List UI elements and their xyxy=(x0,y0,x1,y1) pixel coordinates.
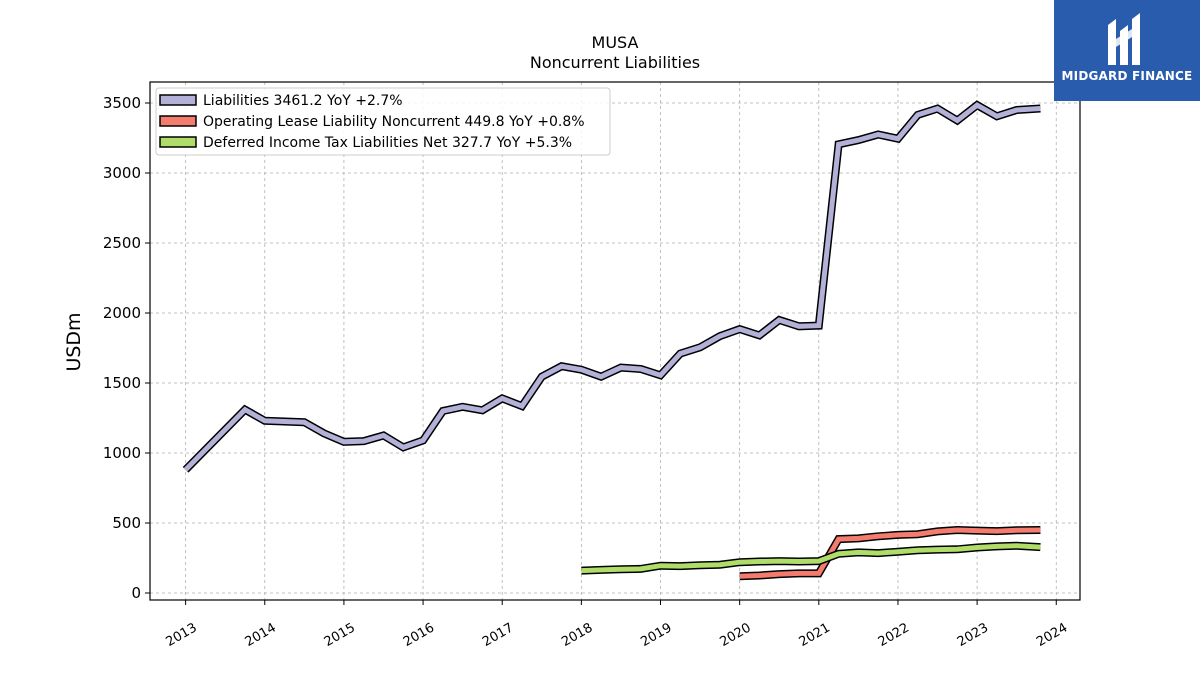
logo-text: MIDGARD FINANCE xyxy=(1061,69,1193,83)
legend: Liabilities 3461.2 YoY +2.7% Operating Le… xyxy=(155,87,611,156)
y-tick-label: 1500 xyxy=(103,374,141,392)
grid xyxy=(150,82,1080,600)
x-tick-label: 2013 xyxy=(163,620,199,650)
legend-entry-label: Operating Lease Liability Noncurrent 449… xyxy=(203,114,585,130)
x-tick-label: 2015 xyxy=(322,620,358,650)
legend-box xyxy=(155,87,611,156)
y-tick-label: 0 xyxy=(131,584,141,602)
x-tick-label: 2017 xyxy=(480,620,516,650)
series-line-2 xyxy=(581,543,1041,574)
legend-swatch xyxy=(159,136,197,148)
midgard-m-logo-icon xyxy=(1108,13,1140,65)
legend-entry-label: Liabilities 3461.2 YoY +2.7% xyxy=(203,93,403,109)
legend-swatch xyxy=(159,94,197,106)
y-tick-label: 3000 xyxy=(103,164,141,182)
x-tick-label: 2023 xyxy=(955,620,991,650)
y-axis-label: USDm xyxy=(63,312,85,371)
y-tick-label: 1000 xyxy=(103,444,141,462)
series-outline-0 xyxy=(182,100,1041,473)
x-tick-label: 2020 xyxy=(717,620,753,650)
logo: MIDGARD FINANCE xyxy=(1054,0,1200,101)
x-tick-label: 2024 xyxy=(1034,620,1070,650)
x-tick-label: 2022 xyxy=(876,620,912,650)
series-line-1 xyxy=(739,527,1041,579)
x-tick-label: 2016 xyxy=(401,620,437,650)
x-tick-label: 2018 xyxy=(559,620,595,650)
y-tick-label: 3500 xyxy=(103,94,141,112)
y-axis: 0 500 1000 1500 2000 2500 3000 3500 xyxy=(103,94,150,602)
x-tick-label: 2019 xyxy=(638,620,674,650)
x-axis: 2013 2014 2015 2016 2017 2018 2019 2020 2021 2022… xyxy=(163,600,1070,650)
chart-subtitle: Noncurrent Liabilities xyxy=(530,53,700,72)
x-tick-label: 2021 xyxy=(797,620,833,650)
y-tick-label: 2000 xyxy=(103,304,141,322)
series-line-0 xyxy=(183,102,1041,472)
chart-title: MUSA xyxy=(592,33,639,52)
legend-swatch xyxy=(159,115,197,127)
series-lines xyxy=(182,100,1041,581)
x-tick-label: 2014 xyxy=(243,620,279,650)
y-tick-label: 2500 xyxy=(103,234,141,252)
legend-entry-label: Deferred Income Tax Liabilities Net 327.… xyxy=(203,135,572,151)
plot-frame xyxy=(149,81,1081,601)
y-tick-label: 500 xyxy=(112,514,141,532)
